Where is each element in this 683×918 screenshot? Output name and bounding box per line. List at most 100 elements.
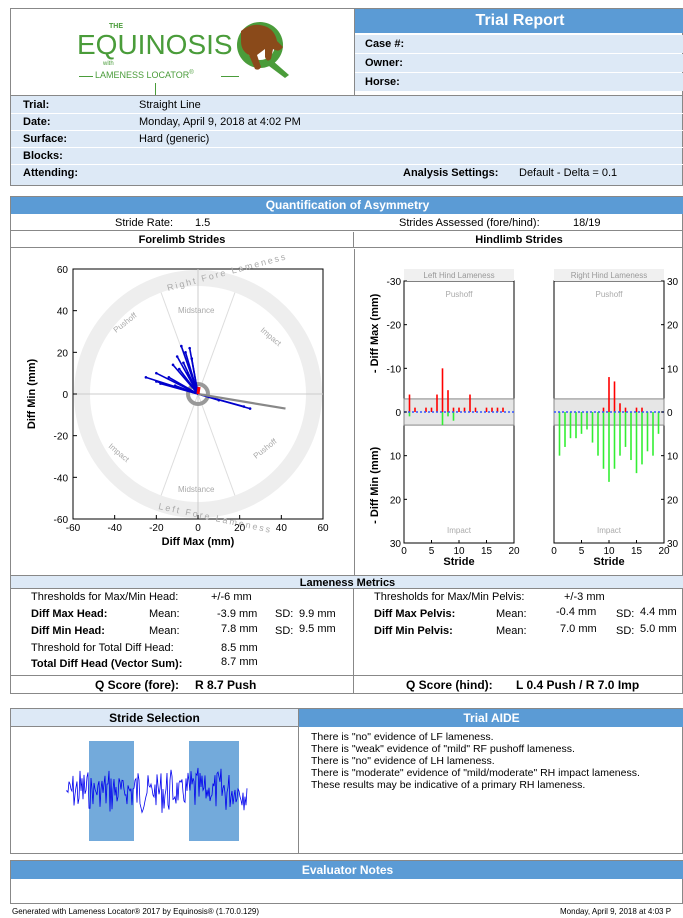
forelimb-title: Forelimb Strides: [11, 232, 354, 248]
stride-vector: [168, 376, 199, 395]
red-vector: [196, 386, 201, 395]
stride-vector-end: [248, 407, 252, 410]
diff-min-head-sd-label: SD:: [275, 625, 294, 637]
diff-min-head-sd: 9.5 mm: [299, 623, 336, 635]
stride-vector-end: [171, 363, 175, 367]
forelimb-divider: [354, 249, 355, 575]
stride-vector: [190, 358, 199, 395]
trial-row: Trial: Straight Line: [11, 98, 683, 114]
diff-max-pelvis-mean-label: Mean:: [496, 608, 527, 620]
brand-rule-left: [79, 76, 93, 77]
y-label-bottom: - Diff Min (mm): [369, 447, 381, 524]
trial-info: Trial: Straight Line Date: Monday, April…: [10, 96, 683, 186]
y-tick-label: -30: [387, 277, 402, 288]
metrics-right: Thresholds for Max/Min Pelvis: +/-3 mm D…: [354, 589, 683, 675]
total-threshold-value: 8.5 mm: [221, 642, 258, 654]
asymmetry-section: Quantification of Asymmetry Stride Rate:…: [10, 196, 683, 694]
attending-label: Attending:: [23, 167, 78, 179]
diff-max-head-label: Diff Max Head:: [31, 608, 108, 620]
stride-vector-end: [155, 380, 158, 383]
trial-aide-text: There is "no" evidence of LF lameness. T…: [311, 731, 681, 791]
stride-selection-panel: [11, 727, 299, 853]
x-tick-label: 0: [401, 546, 407, 557]
x-tick-label: 40: [276, 523, 288, 534]
surface-value: Hard (generic): [139, 133, 210, 145]
stride-rate-value: 1.5: [195, 217, 211, 229]
strides-assessed-label: Strides Assessed (fore/hind):: [399, 217, 540, 229]
header: THE EQUINOSIS with LAMENESS LOCATOR® Tri…: [10, 8, 683, 96]
diff-max-pelvis-mean: -0.4 mm: [556, 606, 597, 618]
y-tick-label: 0: [395, 408, 401, 419]
sector-line: [160, 393, 199, 496]
stride-vector-end: [188, 346, 191, 350]
y-tick-label: 60: [57, 265, 69, 276]
hind-title-bar: [404, 269, 514, 281]
x-tick-label: 60: [317, 523, 329, 534]
diff-max-head-mean: -3.9 mm: [217, 608, 258, 620]
stride-rate-label: Stride Rate:: [115, 217, 174, 229]
x-tick-label: -40: [107, 523, 122, 534]
stride-vector-end: [155, 371, 158, 375]
report-panel: Trial Report Case #: Owner: Horse:: [354, 9, 683, 95]
equinosis-logo: [237, 22, 289, 78]
stride-vector-end: [182, 361, 185, 365]
q-score-fore: Q Score (fore): R 8.7 Push: [11, 675, 354, 693]
selected-stride-region: [189, 741, 239, 841]
stride-vector-end: [184, 351, 187, 354]
hind-title: Right Hind Lameness: [571, 271, 647, 280]
aide-line-5: These results may be indicative of a pri…: [311, 779, 586, 791]
y-tick-label: -40: [54, 473, 69, 484]
diff-min-pelvis-sd: 5.0 mm: [640, 623, 677, 635]
stride-aide-section: Stride Selection Trial AIDE There is "no…: [10, 708, 683, 854]
horse-label: Horse:: [365, 76, 400, 88]
total-diff-head-label: Total Diff Head (Vector Sum):: [31, 658, 183, 670]
zone-top: Pushoff: [446, 290, 474, 299]
metrics-left: Thresholds for Max/Min Head: +/-6 mm Dif…: [11, 589, 354, 675]
y-label-top: - Diff Max (mm): [369, 293, 381, 373]
brand-name: EQUINOSIS: [77, 29, 233, 60]
x-tick-label: 20: [508, 546, 520, 557]
head-threshold-value: +/-6 mm: [211, 591, 252, 603]
zone-top: Pushoff: [596, 290, 624, 299]
aide-line-3: There is "no" evidence of LH lameness.: [311, 755, 495, 767]
x-tick-label: 0: [551, 546, 557, 557]
blocks-row: Blocks:: [11, 149, 683, 165]
diff-max-head-sd: 9.9 mm: [299, 608, 336, 620]
brand-product: LAMENESS LOCATOR®: [95, 70, 194, 80]
stride-vector-end: [173, 384, 177, 387]
q-score-hind-label: Q Score (hind):: [406, 678, 493, 692]
y-tick-label: 20: [390, 495, 402, 506]
y-tick-label: 10: [667, 364, 679, 375]
mean-vector: [197, 392, 286, 410]
q-score-fore-label: Q Score (fore):: [95, 678, 180, 692]
analysis-label: Analysis Settings:: [403, 167, 499, 179]
case-row: Case #:: [355, 35, 683, 53]
logo: THE EQUINOSIS with LAMENESS LOCATOR®: [11, 9, 354, 95]
stride-rate-row: Stride Rate: 1.5 Strides Assessed (fore/…: [11, 215, 683, 231]
notes-section: Evaluator Notes: [10, 860, 683, 904]
x-tick-label: 5: [429, 546, 435, 557]
stride-vector: [178, 368, 199, 395]
x-tick-label: 20: [658, 546, 670, 557]
stride-vector-end: [190, 357, 194, 360]
notes-field[interactable]: [11, 879, 683, 903]
x-axis-label: Stride: [593, 556, 624, 568]
stride-vector-end: [175, 355, 179, 358]
y-tick-label: 0: [667, 408, 673, 419]
trial-value: Straight Line: [139, 99, 201, 111]
stride-vector-end: [180, 344, 183, 348]
hind-title: Left Hind Lameness: [423, 271, 494, 280]
y-axis-label: Diff Min (mm): [26, 359, 38, 430]
stride-waveform[interactable]: [11, 727, 299, 853]
total-diff-head-value: 8.7 mm: [221, 656, 258, 668]
stride-vector: [174, 384, 199, 395]
y-tick-label: 20: [667, 321, 679, 332]
diff-max-pelvis-label: Diff Max Pelvis:: [374, 608, 456, 620]
stride-vector: [184, 352, 199, 395]
aide-line-2: There is "weak" evidence of "mild" RF pu…: [311, 743, 575, 755]
head-threshold-label: Thresholds for Max/Min Head:: [31, 591, 179, 603]
x-tick-label: 10: [603, 546, 615, 557]
footer-left: Generated with Lameness Locator® 2017 by…: [12, 907, 260, 916]
y-tick-label: -10: [387, 364, 402, 375]
horse-row: Horse:: [355, 73, 683, 91]
